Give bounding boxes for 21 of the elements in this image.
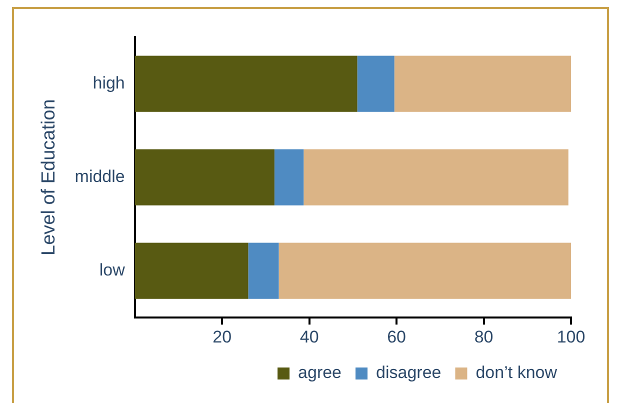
x-tick-label: 100 [556, 327, 586, 346]
legend-label: don’t know [476, 363, 558, 382]
bar [134, 242, 248, 299]
bar [357, 56, 394, 112]
legend-label: disagree [376, 363, 442, 382]
x-tick-label: 60 [387, 327, 406, 346]
bar [248, 242, 279, 299]
x-tick-label: 40 [300, 327, 319, 346]
bar [278, 242, 571, 299]
x-tick-label: 80 [474, 327, 494, 346]
bar [304, 149, 568, 206]
bar [134, 56, 358, 112]
legend-label: agree [298, 363, 342, 382]
x-tick-label: 20 [212, 327, 232, 346]
bar [134, 149, 274, 206]
y-axis-title: Level of Education [38, 99, 60, 256]
y-tick-label: low [99, 260, 126, 280]
y-tick-label: middle [74, 166, 125, 186]
bar [394, 56, 571, 112]
y-tick-label: high [92, 73, 125, 92]
bar [274, 149, 304, 206]
